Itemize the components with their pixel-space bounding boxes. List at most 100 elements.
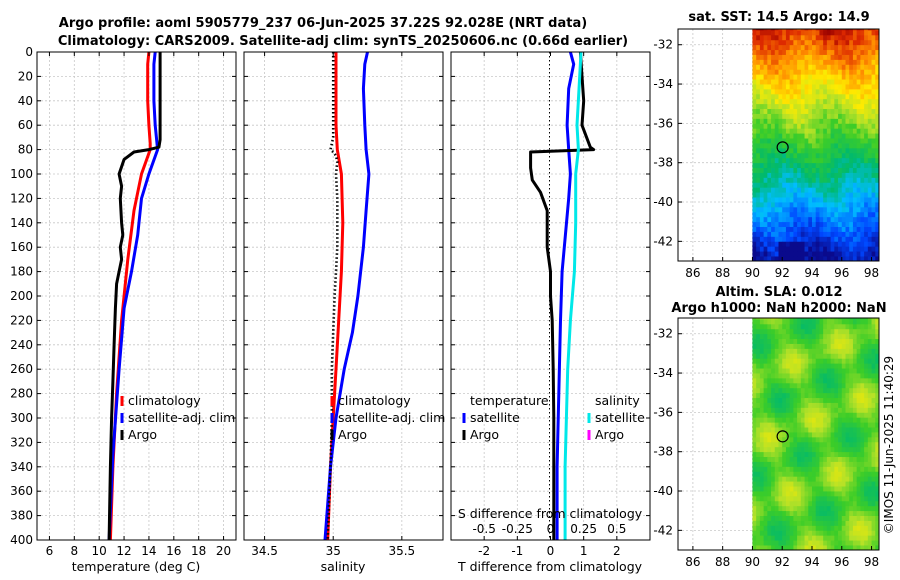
map-cell	[774, 256, 779, 262]
map-cell	[797, 34, 802, 41]
map-cell	[812, 147, 817, 154]
map-cell	[841, 79, 846, 85]
map-cell	[763, 392, 768, 399]
map-cell	[756, 143, 761, 149]
map-cell	[785, 540, 791, 546]
map-cell	[823, 412, 828, 418]
map-cell	[852, 515, 858, 521]
map-cell	[812, 377, 817, 384]
map-cell	[830, 128, 835, 134]
map-cell	[785, 34, 791, 41]
map-cell	[826, 44, 832, 51]
map-cell	[856, 343, 861, 349]
map-cell	[789, 510, 794, 516]
map-cell	[826, 64, 832, 70]
map-cell	[774, 476, 779, 482]
map-cell	[819, 500, 824, 507]
map-cell	[875, 323, 880, 330]
map-cell	[834, 515, 839, 521]
map-cell	[875, 84, 880, 90]
map-cell	[782, 491, 787, 497]
map-cell	[841, 197, 846, 203]
map-cell	[867, 525, 872, 531]
map-cell	[864, 377, 869, 384]
map-cell	[856, 358, 861, 364]
map-cell	[856, 64, 861, 70]
map-cell	[826, 152, 832, 159]
map-cell	[867, 98, 872, 105]
map-cell	[864, 422, 869, 428]
map-cell	[767, 152, 772, 159]
map-cell	[793, 358, 798, 364]
map-cell	[789, 251, 794, 257]
map-cell	[841, 246, 846, 252]
map-cell	[875, 157, 880, 164]
map-cell	[867, 476, 872, 482]
map-cell	[819, 486, 824, 492]
map-cell	[789, 505, 794, 512]
map-cell	[852, 333, 858, 340]
map-cell	[860, 88, 865, 95]
map-cell	[782, 471, 787, 477]
map-cell	[845, 108, 850, 114]
map-cell	[867, 147, 872, 154]
map-cell	[793, 182, 798, 188]
map-cell	[845, 387, 850, 394]
map-cell	[875, 471, 880, 477]
map-cell	[849, 88, 854, 95]
map-cell	[804, 177, 809, 183]
map-cell	[767, 535, 772, 541]
map-cell	[845, 407, 850, 413]
map-cell	[797, 422, 802, 428]
map-cell	[793, 143, 798, 149]
map-cell	[856, 373, 861, 379]
map-cell	[812, 44, 817, 51]
map-cell	[845, 491, 850, 497]
map-cell	[763, 343, 768, 349]
map-cell	[841, 118, 846, 124]
map-cell	[759, 323, 765, 330]
map-cell	[785, 422, 791, 428]
map-cell	[838, 182, 843, 188]
map-cell	[845, 206, 850, 213]
map-cell	[812, 407, 817, 413]
map-cell	[815, 172, 820, 178]
map-cell	[815, 525, 820, 531]
map-cell	[838, 206, 843, 213]
map-cell	[819, 441, 824, 448]
map-cell	[849, 221, 854, 227]
salinity-difference-ticks: -0.5 -0.25 0 0.25 0.5	[472, 522, 626, 536]
map-cell	[797, 123, 802, 129]
map-cell	[789, 236, 794, 242]
map-cell	[838, 373, 843, 379]
map-cell	[852, 436, 858, 443]
map-cell	[756, 515, 761, 521]
map-cell	[793, 177, 798, 183]
map-cell	[756, 216, 761, 223]
map-cell	[808, 241, 813, 247]
map-cell	[871, 59, 876, 65]
map-cell	[860, 397, 865, 403]
map-cell	[797, 417, 802, 423]
map-cell	[759, 535, 765, 541]
map-cell	[834, 49, 839, 55]
map-cell	[785, 436, 791, 443]
map-cell	[867, 64, 872, 70]
map-cell	[756, 211, 761, 218]
map-cell	[860, 98, 865, 105]
x-tick-label: -1	[511, 544, 523, 558]
map-cell	[785, 505, 791, 512]
map-cell	[793, 167, 798, 173]
map-cell	[808, 39, 813, 46]
map-cell	[845, 197, 850, 203]
map-cell	[774, 172, 779, 178]
map-cell	[838, 318, 843, 320]
map-cell	[815, 241, 820, 247]
map-cell	[834, 128, 839, 134]
map-cell	[867, 318, 872, 325]
map-cell	[782, 495, 787, 502]
map-cell	[867, 486, 872, 492]
map-cell	[793, 407, 798, 413]
map-cell	[785, 333, 791, 340]
map-cell	[871, 157, 876, 164]
